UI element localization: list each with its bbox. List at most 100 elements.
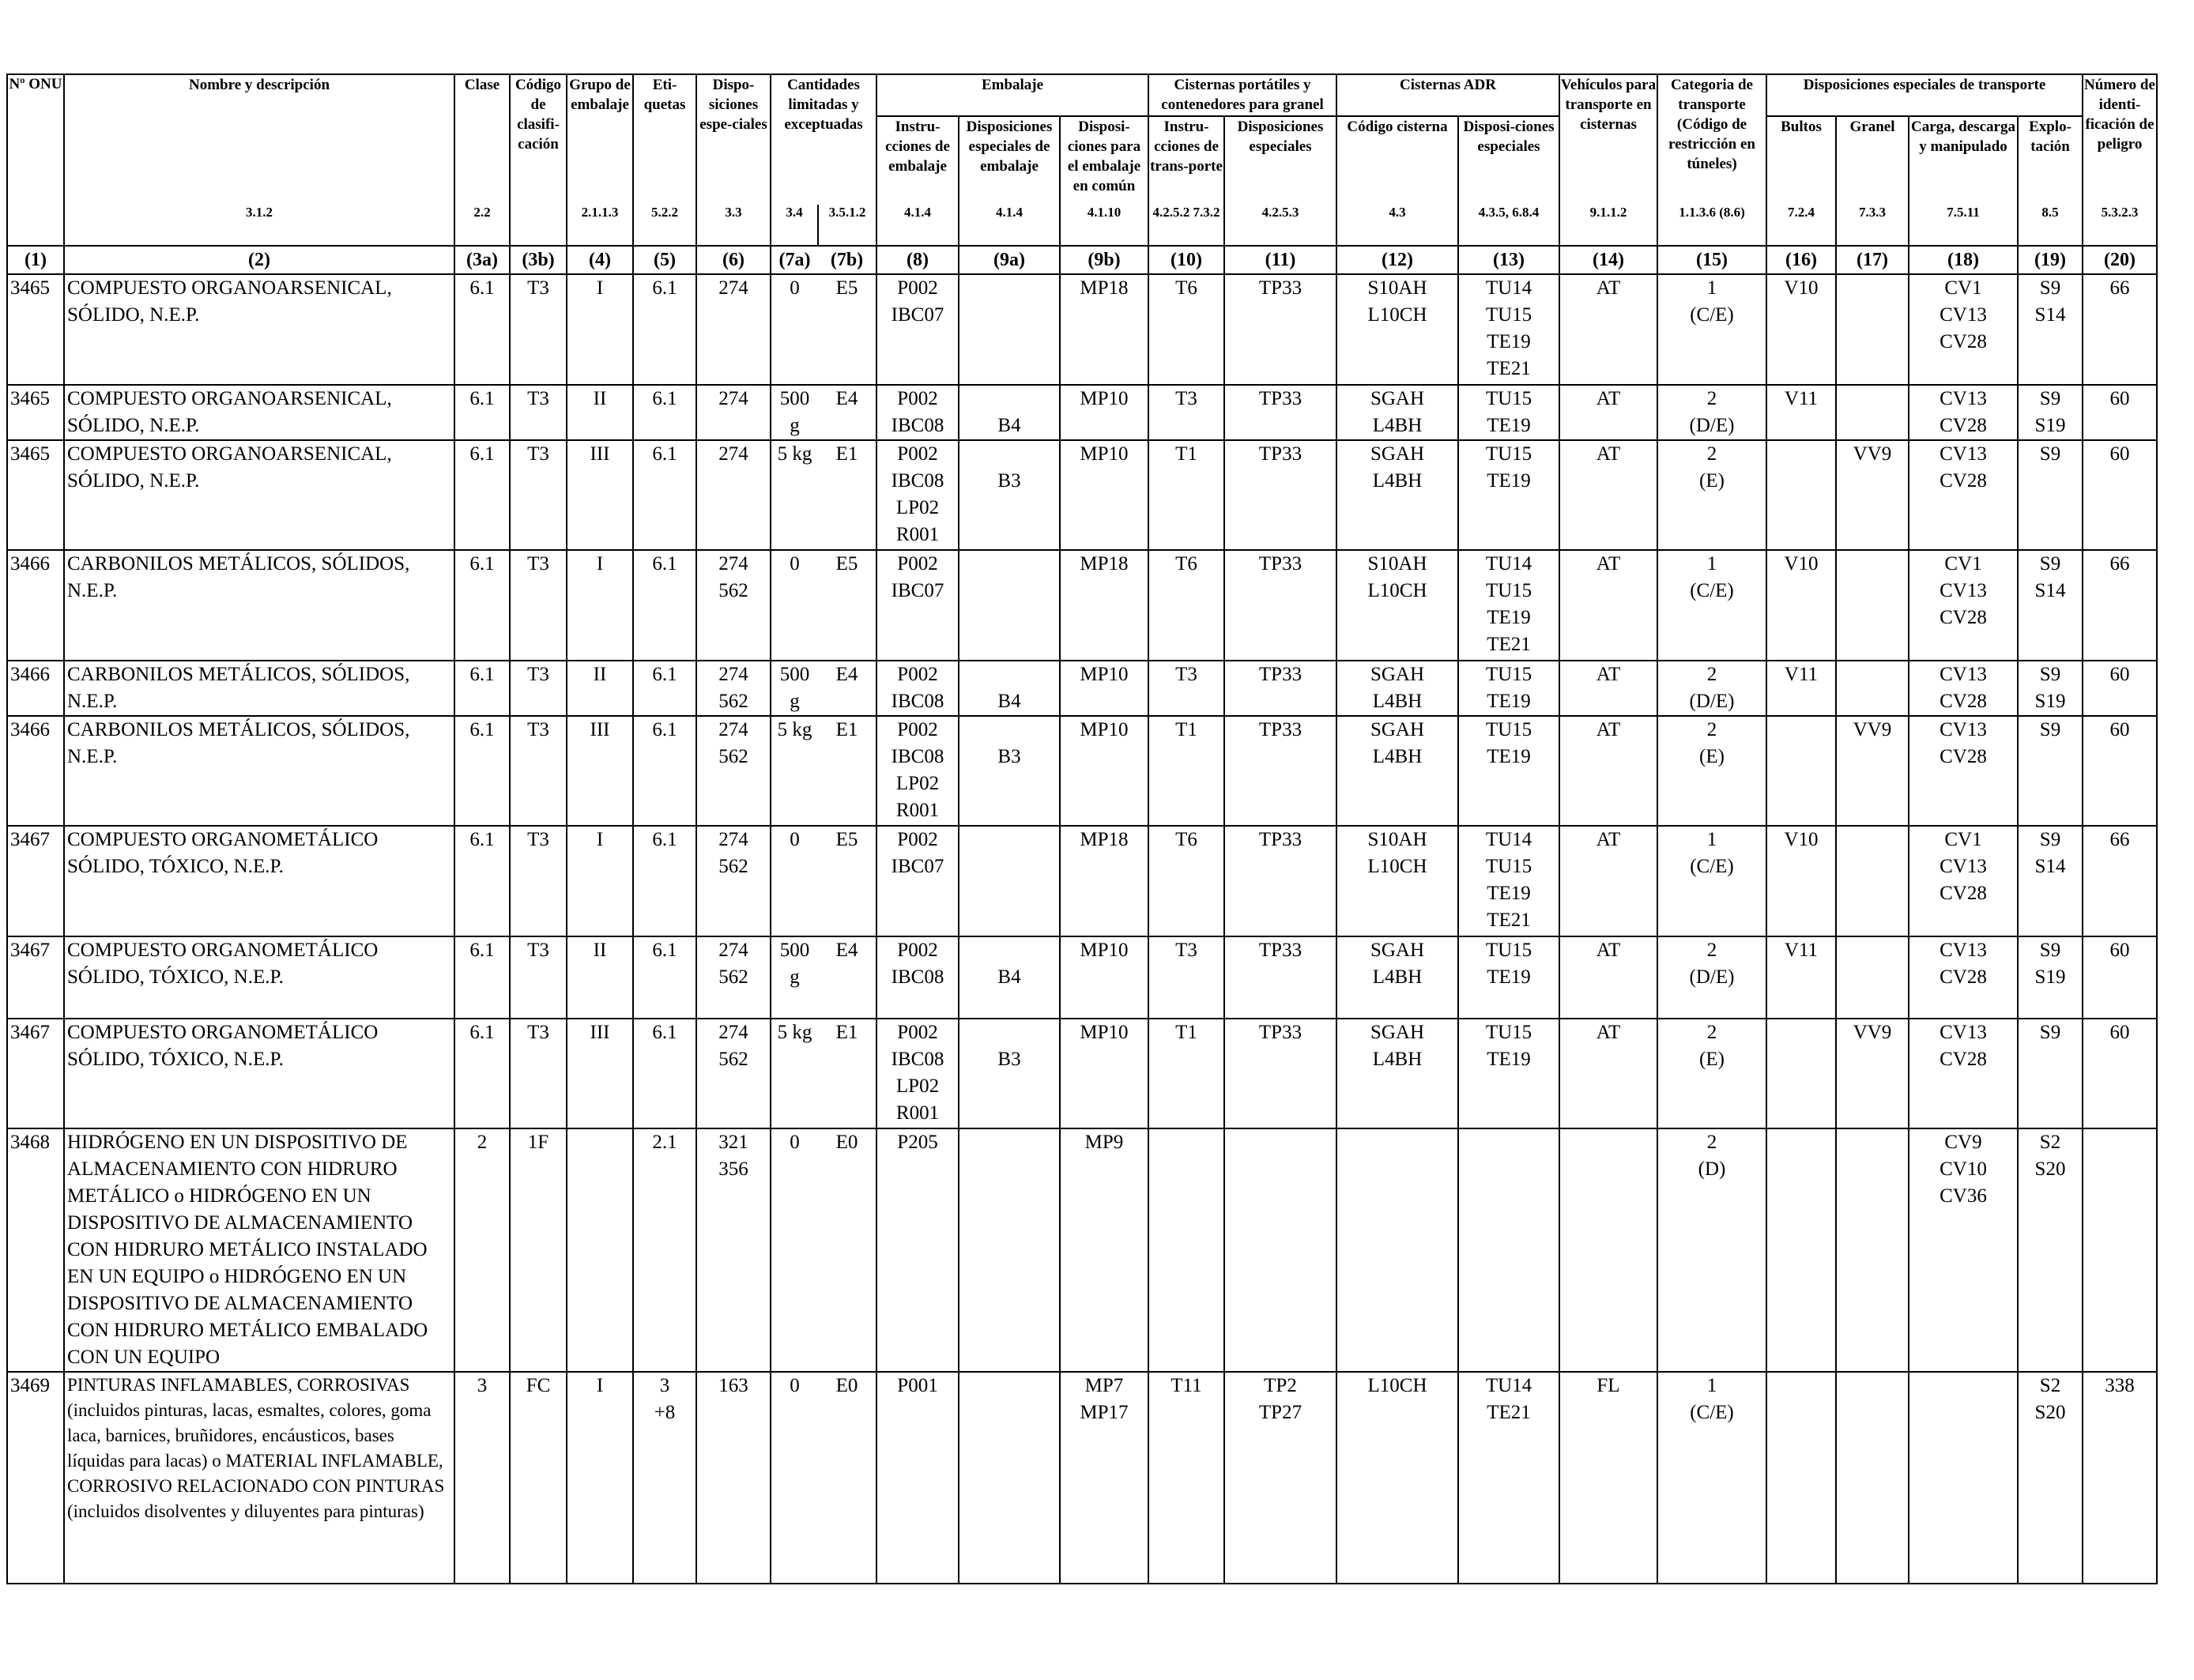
cell-cantidades-exceptuadas: E5: [818, 549, 877, 661]
cell-vehiculos: AT: [1559, 936, 1658, 1019]
cell-disp-especiales-cisternas: TP33: [1223, 384, 1337, 441]
header-carga: Carga, descarga y manipulado: [1908, 115, 2019, 205]
cell-disp-especiales-cisternas: TP33: [1223, 1018, 1337, 1129]
cell-disp-especiales-cisternas: TP33: [1223, 715, 1337, 827]
cell-codigo-cisterna: S10AH L10CH: [1336, 825, 1459, 937]
cell-granel: [1835, 936, 1909, 1019]
cell-instrucciones-embalaje: P001: [876, 1371, 959, 1584]
ref-granel: 7.3.3: [1835, 205, 1909, 247]
cell-carga: CV13 CV28: [1908, 384, 2019, 441]
cell-numero-peligro: 60: [2082, 384, 2158, 441]
cell-disp-esp-embalaje: [958, 825, 1061, 937]
cell-vehiculos: [1559, 1128, 1658, 1373]
cell-disp-especiales-cisternas: TP33: [1223, 273, 1337, 386]
col-number-granel: (17): [1835, 245, 1909, 275]
cell-disposiciones-especiales: 274: [696, 384, 771, 441]
cell-granel: VV9: [1835, 715, 1909, 827]
cell-disposiciones-especiales: 274 562: [696, 660, 771, 717]
cell-instrucciones-embalaje: P002 IBC07: [876, 273, 959, 386]
cell-numero-peligro: 66: [2082, 825, 2158, 937]
cell-un-no: 3466: [6, 660, 65, 717]
cell-disp-especiales-adr: TU15 TE19: [1457, 715, 1560, 827]
cell-bultos: V10: [1766, 825, 1837, 937]
cell-cantidades-exceptuadas: E4: [818, 660, 877, 717]
cell-disp-especiales-adr: TU15 TE19: [1457, 439, 1560, 551]
cell-clase: 6.1: [454, 549, 511, 661]
cell-grupo-embalaje: III: [566, 439, 634, 551]
cell-clase: 6.1: [454, 660, 511, 717]
header-cisternas-portatiles: Cisternas portátiles y contenedores para…: [1148, 73, 1337, 117]
cell-disp-especiales-adr: TU15 TE19: [1457, 384, 1560, 441]
cell-cantidades-exceptuadas: E4: [818, 936, 877, 1019]
cell-grupo-embalaje: II: [566, 936, 634, 1019]
cell-categoria-transporte: 2 (D): [1657, 1128, 1767, 1373]
cell-granel: [1835, 273, 1909, 386]
col-number-explotacion: (19): [2017, 245, 2083, 275]
col-number-etiquetas: (5): [632, 245, 697, 275]
cell-vehiculos: AT: [1559, 715, 1658, 827]
col-number-cantidades-limitadas: (7a): [770, 245, 818, 275]
cell-carga: CV13 CV28: [1908, 439, 2019, 551]
cell-numero-peligro: 60: [2082, 936, 2158, 1019]
cell-bultos: [1766, 1018, 1837, 1129]
cell-vehiculos: AT: [1559, 660, 1658, 717]
cell-disp-embalaje-comun: MP7 MP17: [1059, 1371, 1149, 1584]
cell-cantidades-limitadas: 500 g: [770, 660, 818, 717]
header-clase: Clase: [454, 73, 511, 205]
cell-disp-esp-embalaje: B4: [958, 660, 1061, 717]
cell-name: CARBONILOS METÁLICOS, SÓLIDOS, N.E.P.: [63, 715, 455, 827]
ref-bultos: 7.2.4: [1766, 205, 1837, 247]
cell-numero-peligro: [2082, 1128, 2158, 1373]
cell-numero-peligro: 60: [2082, 715, 2158, 827]
table-row: 3469 PINTURAS INFLAMABLES, CORROSIVAS (in…: [6, 1371, 2158, 1584]
cell-categoria-transporte: 1 (C/E): [1657, 549, 1767, 661]
cell-vehiculos: AT: [1559, 439, 1658, 551]
cell-numero-peligro: 60: [2082, 1018, 2158, 1129]
header-disposiciones-especiales: Dispo-siciones espe-ciales: [696, 73, 771, 205]
ref-vehiculos: 9.1.1.2: [1559, 205, 1658, 247]
cell-disp-embalaje-comun: MP10: [1059, 1018, 1149, 1129]
cell-name: PINTURAS INFLAMABLES, CORROSIVAS (inclui…: [63, 1371, 455, 1584]
table-row: 3467 COMPUESTO ORGANOMETÁLICO SÓLIDO, TÓX…: [6, 936, 2158, 1019]
cell-bultos: V10: [1766, 273, 1837, 386]
cell-categoria-transporte: 2 (E): [1657, 715, 1767, 827]
cell-bultos: V11: [1766, 660, 1837, 717]
cell-codigo-clasificacion: T3: [509, 1018, 567, 1129]
table-row: 3467 COMPUESTO ORGANOMETÁLICO SÓLIDO, TÓX…: [6, 1018, 2158, 1129]
cell-disp-embalaje-comun: MP10: [1059, 715, 1149, 827]
cell-disposiciones-especiales: 163: [696, 1371, 771, 1584]
cell-instrucciones-embalaje: P002 IBC07: [876, 825, 959, 937]
cell-disp-esp-embalaje: [958, 1371, 1061, 1584]
cell-instrucciones-transporte: T1: [1148, 1018, 1225, 1129]
col-number-vehiculos: (14): [1559, 245, 1658, 275]
cell-codigo-clasificacion: T3: [509, 549, 567, 661]
cell-un-no: 3467: [6, 825, 65, 937]
header-name: Nombre y descripción: [63, 73, 455, 205]
cell-un-no: 3466: [6, 715, 65, 827]
cell-codigo-cisterna: SGAH L4BH: [1336, 660, 1459, 717]
table-row: 3466 CARBONILOS METÁLICOS, SÓLIDOS, N.E.P…: [6, 549, 2158, 661]
cell-etiquetas: 6.1: [632, 384, 697, 441]
cell-explotacion: S2 S20: [2017, 1371, 2083, 1584]
col-number-disp-esp-embalaje: (9a): [958, 245, 1061, 275]
ref-codigo-cisterna: 4.3: [1336, 205, 1459, 247]
ref-carga: 7.5.11: [1908, 205, 2019, 247]
header-numero-peligro: Número de identi-ficación de peligro: [2082, 73, 2158, 205]
col-number-codigo-clasificacion: (3b): [509, 245, 567, 275]
ref-disposiciones-especiales: 3.3: [696, 205, 771, 247]
cell-etiquetas: 6.1: [632, 936, 697, 1019]
cell-name: COMPUESTO ORGANOARSENICAL, SÓLIDO, N.E.P…: [63, 439, 455, 551]
cell-bultos: [1766, 1371, 1837, 1584]
cell-codigo-cisterna: SGAH L4BH: [1336, 936, 1459, 1019]
cell-granel: [1835, 660, 1909, 717]
cell-un-no: 3467: [6, 936, 65, 1019]
cell-disp-especiales-cisternas: TP33: [1223, 825, 1337, 937]
cell-instrucciones-transporte: T3: [1148, 660, 1225, 717]
cell-codigo-cisterna: SGAH L4BH: [1336, 1018, 1459, 1129]
col-number-disp-especiales-adr: (13): [1457, 245, 1560, 275]
table-row: 3465 COMPUESTO ORGANOARSENICAL, SÓLIDO, N…: [6, 439, 2158, 551]
cell-instrucciones-transporte: T6: [1148, 825, 1225, 937]
col-number-disp-especiales-cisternas: (11): [1223, 245, 1337, 275]
cell-bultos: V11: [1766, 936, 1837, 1019]
table-row: 3466 CARBONILOS METÁLICOS, SÓLIDOS, N.E.P…: [6, 715, 2158, 827]
